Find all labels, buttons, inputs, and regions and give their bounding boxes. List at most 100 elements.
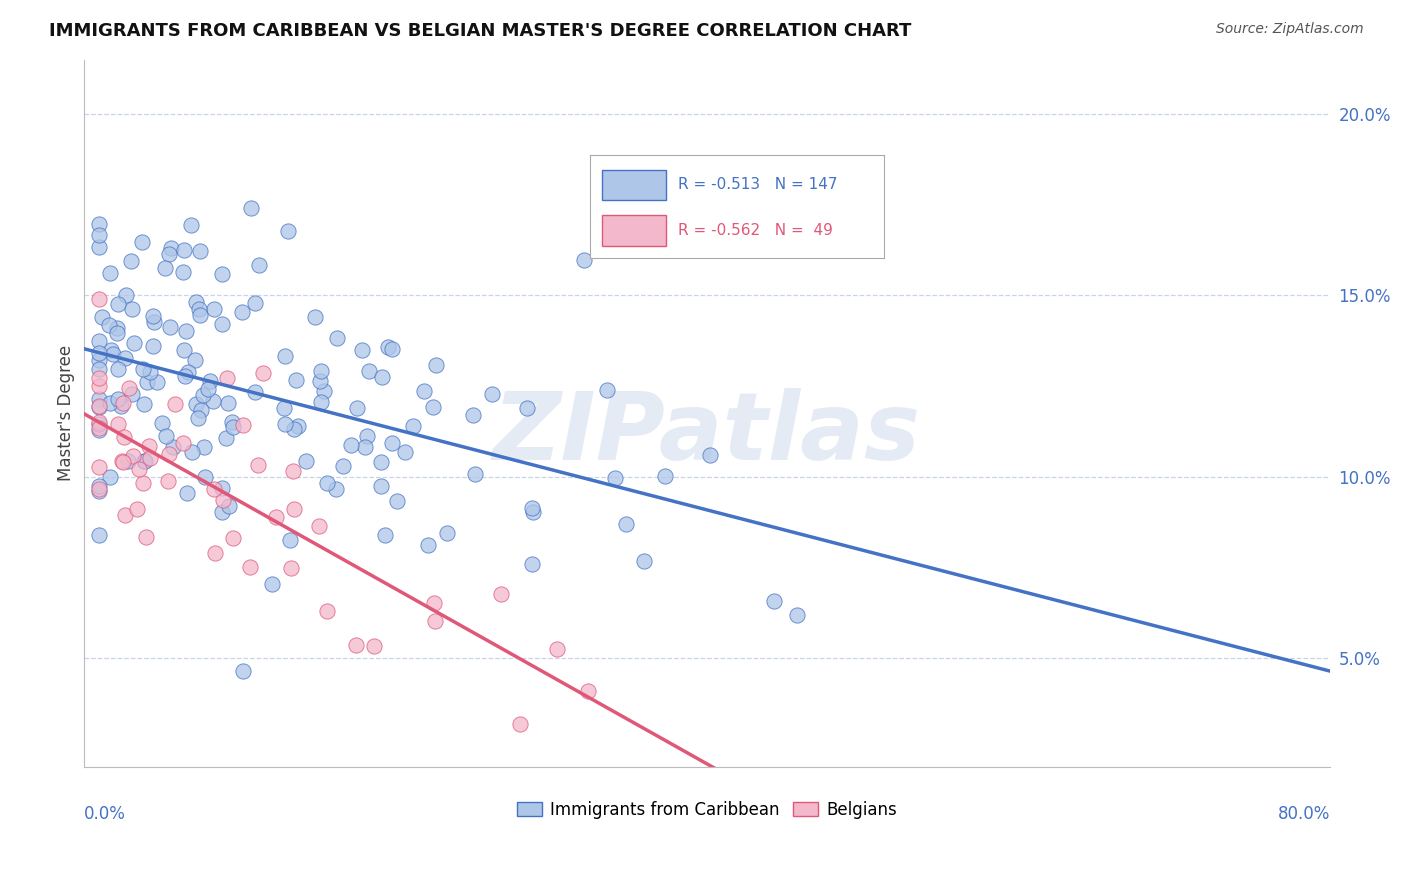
Point: [107, 392, 129, 406]
Text: R = -0.562   N =  49: R = -0.562 N = 49: [678, 223, 832, 238]
Point: [197, 382, 219, 396]
Point: [87, 483, 110, 497]
Point: [191, 387, 214, 401]
Point: [177, 365, 200, 379]
Point: [211, 267, 233, 281]
Point: [112, 430, 135, 444]
Point: [87, 334, 110, 348]
Text: IMMIGRANTS FROM CARIBBEAN VS BELGIAN MASTER'S DEGREE CORRELATION CHART: IMMIGRANTS FROM CARIBBEAN VS BELGIAN MAS…: [49, 22, 911, 40]
Point: [194, 470, 217, 484]
Point: [150, 416, 173, 430]
Point: [278, 533, 301, 547]
Point: [402, 418, 425, 433]
Text: 80.0%: 80.0%: [1278, 805, 1330, 823]
Point: [155, 428, 177, 442]
Point: [117, 454, 139, 468]
Point: [131, 235, 153, 250]
Point: [786, 607, 808, 622]
Point: [87, 371, 110, 385]
Point: [121, 301, 143, 316]
Point: [312, 384, 335, 399]
Point: [87, 378, 110, 392]
Point: [186, 295, 208, 310]
Point: [633, 554, 655, 568]
Point: [187, 410, 209, 425]
Text: Source: ZipAtlas.com: Source: ZipAtlas.com: [1216, 22, 1364, 37]
Point: [274, 417, 297, 431]
Point: [87, 217, 110, 231]
Text: 0.0%: 0.0%: [83, 805, 125, 823]
Point: [546, 642, 568, 657]
Point: [193, 440, 215, 454]
Point: [132, 362, 155, 376]
Point: [107, 362, 129, 376]
Point: [332, 458, 354, 473]
Point: [381, 343, 404, 357]
Point: [412, 384, 434, 399]
Point: [763, 594, 786, 608]
Point: [87, 423, 110, 437]
Point: [211, 505, 233, 519]
Point: [515, 401, 537, 415]
Point: [252, 366, 274, 380]
Point: [172, 265, 194, 279]
Point: [136, 375, 159, 389]
Point: [135, 530, 157, 544]
Point: [132, 476, 155, 491]
Point: [520, 501, 543, 516]
Point: [217, 371, 239, 385]
Point: [159, 241, 181, 255]
Point: [87, 527, 110, 541]
Point: [247, 258, 270, 272]
Point: [121, 386, 143, 401]
Point: [614, 517, 637, 532]
Point: [222, 420, 245, 434]
Point: [87, 417, 110, 431]
Point: [188, 301, 211, 316]
Point: [232, 665, 254, 679]
Point: [87, 479, 110, 493]
Point: [357, 364, 380, 378]
Point: [385, 493, 408, 508]
Point: [240, 201, 263, 215]
Point: [425, 614, 447, 628]
Point: [325, 482, 347, 496]
Point: [260, 577, 283, 591]
Point: [132, 397, 155, 411]
Point: [157, 247, 180, 261]
Text: R = -0.513   N = 147: R = -0.513 N = 147: [678, 178, 838, 193]
Point: [159, 447, 181, 461]
Point: [215, 431, 238, 445]
Point: [239, 560, 262, 574]
Point: [176, 485, 198, 500]
Point: [87, 240, 110, 254]
Point: [111, 455, 134, 469]
Point: [222, 531, 245, 545]
Point: [128, 462, 150, 476]
Point: [370, 370, 392, 384]
Point: [202, 301, 225, 316]
Point: [572, 252, 595, 267]
Point: [339, 438, 361, 452]
Point: [308, 374, 330, 388]
Point: [174, 369, 197, 384]
Point: [605, 470, 627, 484]
Point: [87, 400, 110, 414]
Point: [173, 243, 195, 257]
Point: [277, 224, 299, 238]
Point: [520, 557, 543, 571]
Point: [118, 381, 141, 395]
Point: [87, 399, 110, 413]
Point: [181, 445, 204, 459]
Point: [416, 538, 439, 552]
Point: [281, 464, 304, 478]
Point: [283, 502, 305, 516]
Point: [370, 479, 392, 493]
Point: [654, 469, 676, 483]
Y-axis label: Master's Degree: Master's Degree: [58, 345, 75, 481]
Point: [211, 317, 233, 331]
Point: [308, 519, 330, 533]
Point: [90, 310, 112, 324]
Point: [243, 384, 266, 399]
Point: [309, 363, 332, 377]
